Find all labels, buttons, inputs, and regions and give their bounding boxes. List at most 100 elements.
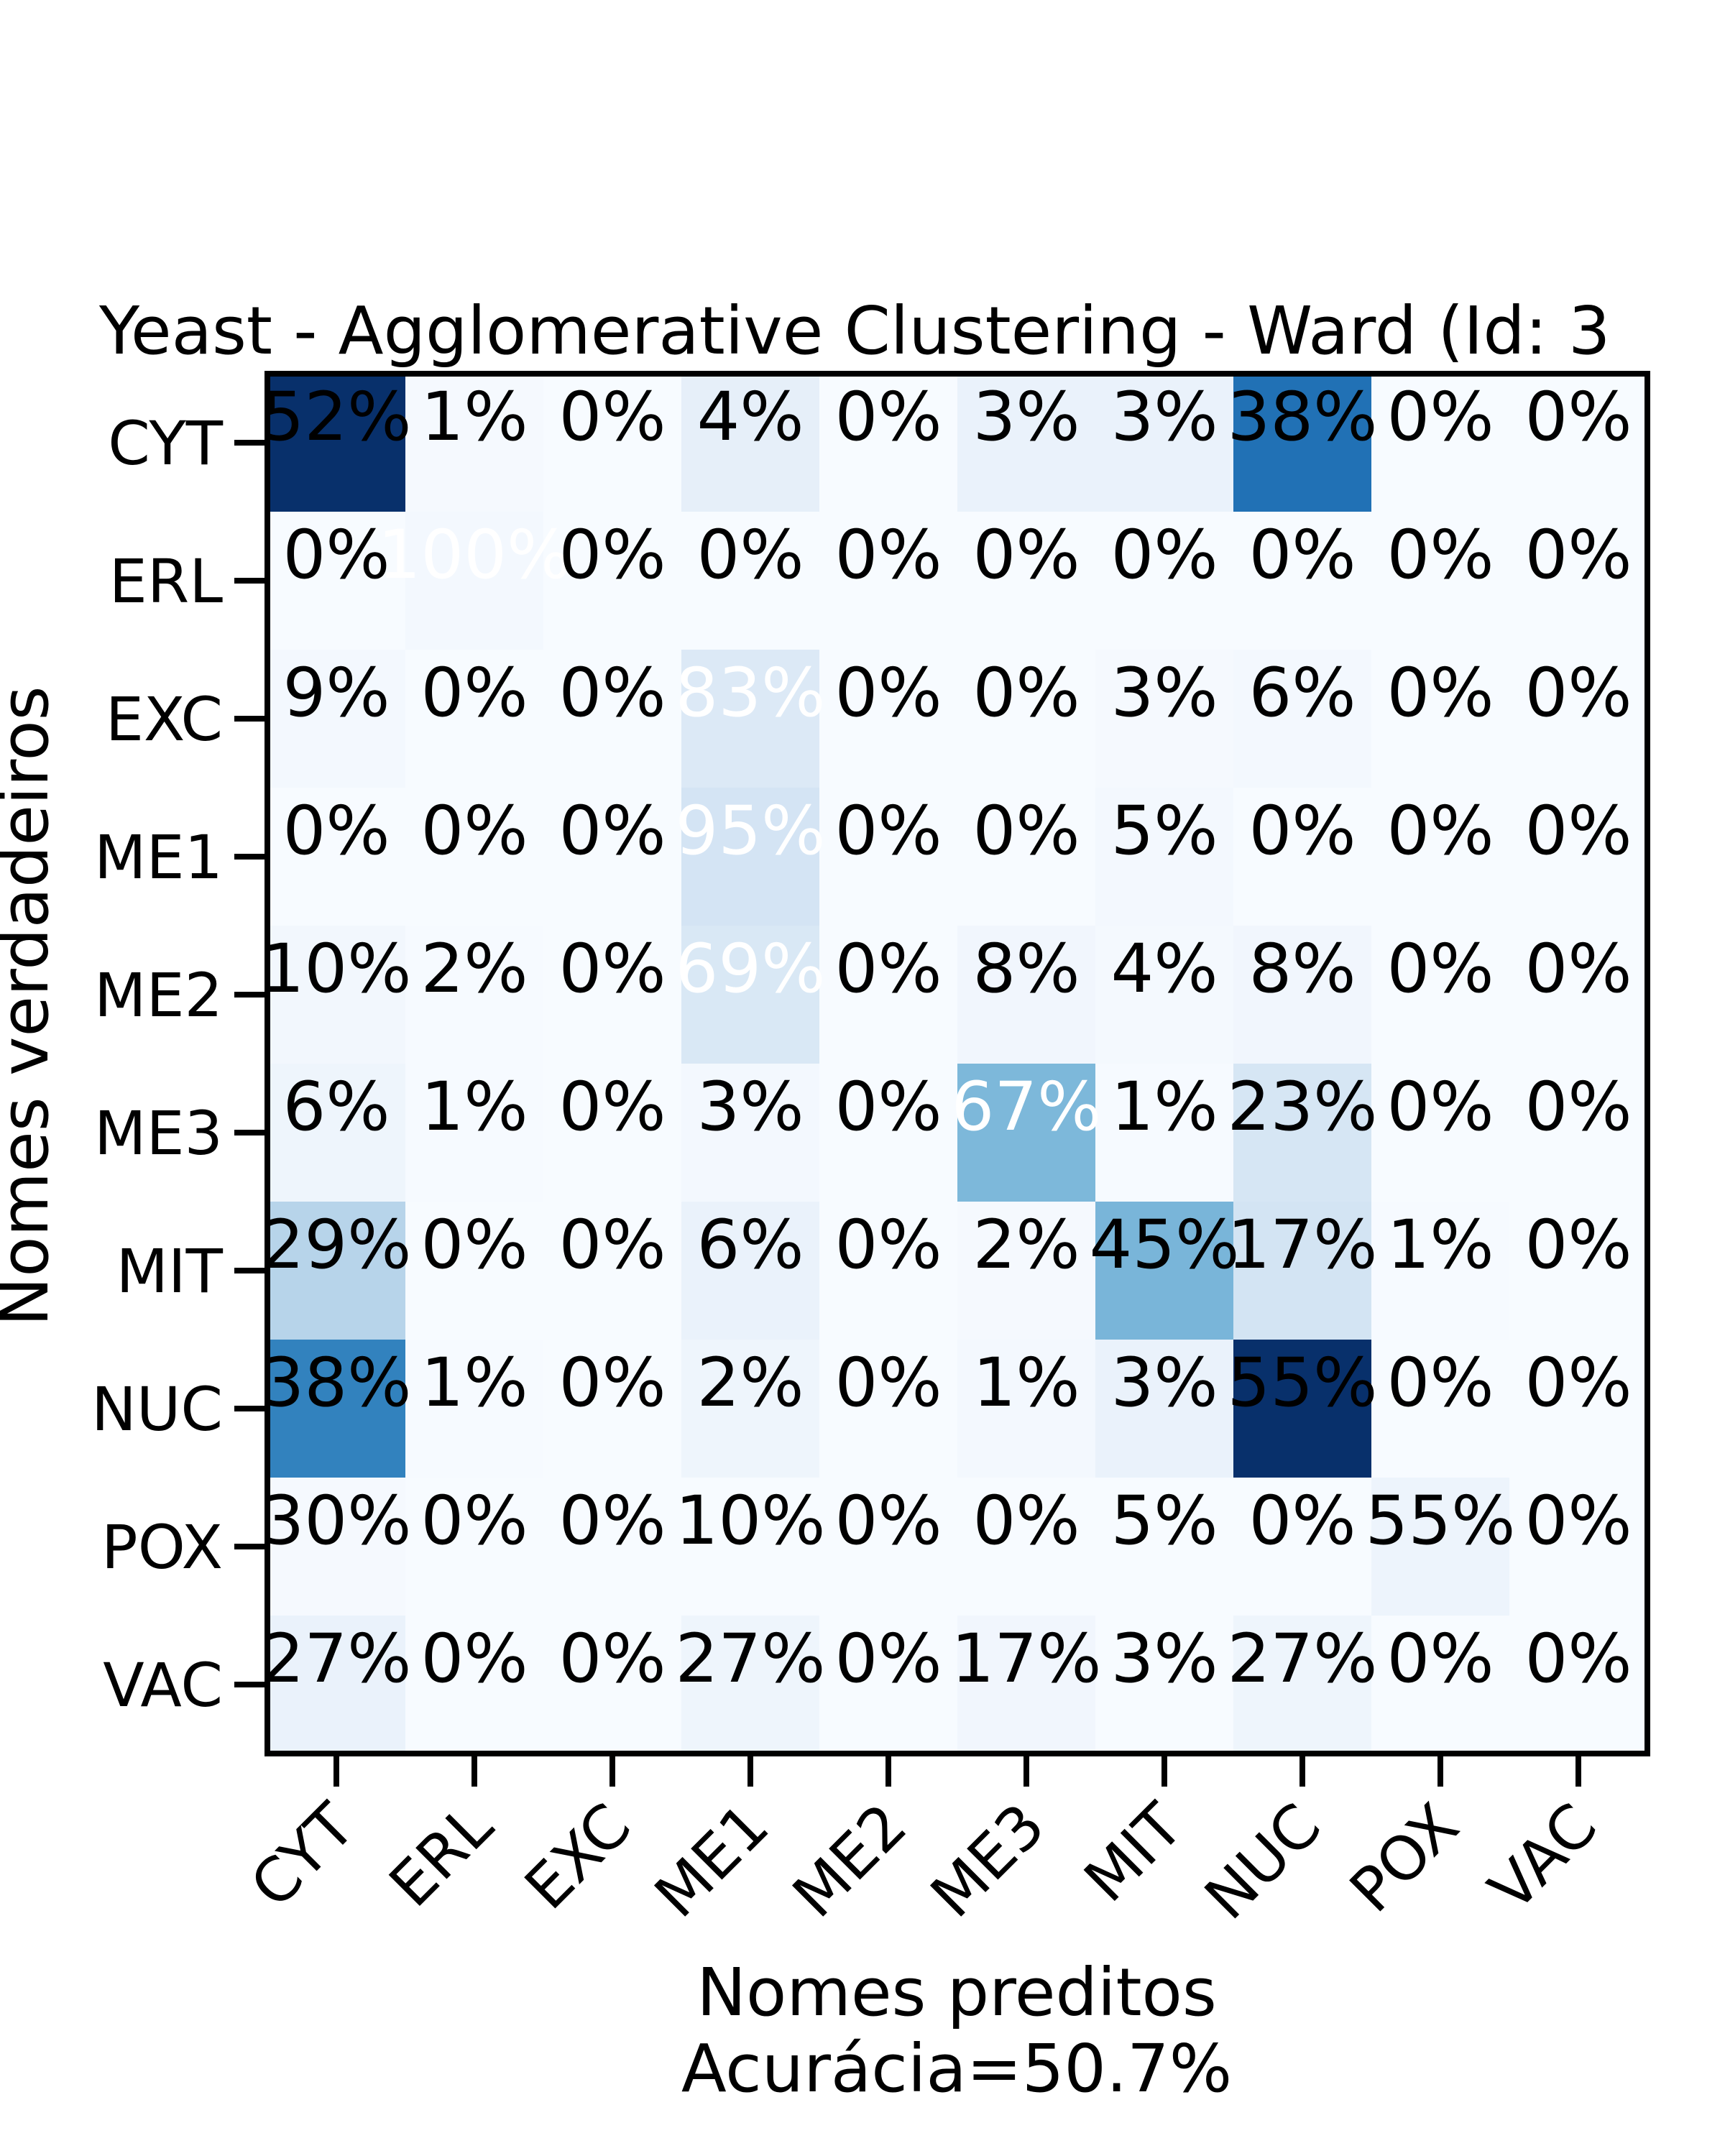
- heatmap-cell: [405, 1340, 544, 1478]
- cell-value-label: 0%: [696, 516, 804, 594]
- heatmap-cell: [267, 1064, 406, 1202]
- heatmap-cell: [405, 650, 544, 788]
- cell-value-label: 0%: [1248, 792, 1356, 870]
- cell-value-label: 0%: [834, 1620, 942, 1698]
- heatmap-cell: [1095, 650, 1234, 788]
- cell-value-label: 1%: [420, 378, 528, 456]
- heatmap-cell: [267, 1340, 406, 1478]
- y-tick-label: ME3: [94, 1098, 223, 1169]
- heatmap-cell: [819, 788, 958, 926]
- heatmap-cell: [1509, 374, 1648, 512]
- heatmap-cell: [405, 1478, 544, 1616]
- heatmap-cells: [267, 374, 1648, 1754]
- cell-value-label: 0%: [558, 516, 666, 594]
- heatmap-cell: [957, 788, 1096, 926]
- heatmap-cell: [543, 1340, 682, 1478]
- heatmap-cell: [543, 1616, 682, 1754]
- cell-value-label: 0%: [1386, 516, 1494, 594]
- cell-value-label: 2%: [696, 1344, 804, 1422]
- x-tick-label: ME2: [779, 1790, 920, 1931]
- heatmap-cell: [1233, 1340, 1372, 1478]
- cell-value-label: 29%: [262, 1206, 412, 1284]
- cell-value-label: 83%: [676, 654, 826, 732]
- cell-value-label: 0%: [972, 516, 1080, 594]
- cell-value-label: 4%: [696, 378, 804, 456]
- heatmap-cell: [957, 650, 1096, 788]
- y-axis-ticks: CYT ERL EXC ME1 ME2 ME3 MIT NUC POX VAC: [91, 408, 267, 1720]
- heatmap-cell: [819, 1616, 958, 1754]
- y-tick-label: POX: [101, 1512, 223, 1583]
- heatmap-cell: [543, 512, 682, 650]
- cell-value-label: 38%: [1228, 378, 1378, 456]
- cell-value-label: 0%: [834, 792, 942, 870]
- heatmap-cell: [267, 1616, 406, 1754]
- cell-value-label: 0%: [558, 1068, 666, 1146]
- heatmap-cell: [1509, 788, 1648, 926]
- cell-value-label: 1%: [420, 1344, 528, 1422]
- heatmap-cell: [819, 1478, 958, 1616]
- cell-value-label: 67%: [952, 1068, 1102, 1146]
- heatmap-cell: [1509, 650, 1648, 788]
- heatmap-cell: [1233, 1064, 1372, 1202]
- cell-value-label: 0%: [1524, 930, 1632, 1008]
- cell-value-label: 3%: [972, 378, 1080, 456]
- cell-value-label: 69%: [676, 930, 826, 1008]
- heatmap-cell: [543, 788, 682, 926]
- cell-value-label: 0%: [558, 378, 666, 456]
- cell-value-label: 1%: [1110, 1068, 1218, 1146]
- heatmap-cell: [543, 926, 682, 1064]
- x-tick-label: ME1: [641, 1790, 782, 1931]
- heatmap-cell: [1509, 1340, 1648, 1478]
- cell-value-label: 0%: [558, 1206, 666, 1284]
- heatmap-cell: [1371, 926, 1510, 1064]
- cell-value-label: 3%: [1110, 378, 1218, 456]
- heatmap-cell: [957, 1202, 1096, 1340]
- x-tick-label: MIT: [1071, 1789, 1197, 1915]
- heatmap-cell: [957, 1064, 1096, 1202]
- cell-value-label: 0%: [1524, 378, 1632, 456]
- cell-value-label: 0%: [834, 1068, 942, 1146]
- cell-value-label: 0%: [972, 792, 1080, 870]
- heatmap-cell: [267, 374, 406, 512]
- cell-value-label: 0%: [558, 1482, 666, 1560]
- heatmap-cell: [681, 788, 820, 926]
- cell-value-label: 0%: [420, 654, 528, 732]
- cell-value-label: 0%: [972, 654, 1080, 732]
- heatmap-cell: [267, 650, 406, 788]
- chart-title: Yeast - Agglomerative Clustering - Ward …: [98, 292, 1611, 369]
- y-tick-label: ME1: [94, 822, 223, 893]
- heatmap-cell: [1371, 1340, 1510, 1478]
- cell-value-label: 0%: [1524, 516, 1632, 594]
- heatmap-cell: [681, 512, 820, 650]
- cell-value-label: 3%: [1110, 654, 1218, 732]
- y-tick-label: NUC: [91, 1374, 223, 1445]
- heatmap-cell: [819, 1340, 958, 1478]
- cell-value-label: 3%: [1110, 1344, 1218, 1422]
- heatmap-cell: [405, 1616, 544, 1754]
- y-tick-label: MIT: [116, 1236, 223, 1307]
- heatmap-cell: [681, 1202, 820, 1340]
- cell-value-label: 0%: [420, 792, 528, 870]
- heatmap-cell: [957, 926, 1096, 1064]
- accuracy-label: Acurácia=50.7%: [681, 2030, 1232, 2107]
- cell-value-label: 23%: [1228, 1068, 1378, 1146]
- y-tick-label: EXC: [106, 684, 223, 755]
- heatmap-cell: [1509, 926, 1648, 1064]
- heatmap-cell: [819, 1202, 958, 1340]
- x-axis-label: Nomes preditos: [696, 1954, 1217, 2031]
- x-tick-label: ME3: [917, 1790, 1058, 1931]
- cell-value-label: 5%: [1110, 792, 1218, 870]
- heatmap-cell: [405, 374, 544, 512]
- cell-value-label: 0%: [1386, 1344, 1494, 1422]
- cell-value-label: 95%: [676, 792, 826, 870]
- cell-value-label: 0%: [420, 1620, 528, 1698]
- cell-value-label: 0%: [834, 930, 942, 1008]
- cell-value-label: 52%: [262, 378, 412, 456]
- heatmap-cell: [1371, 1202, 1510, 1340]
- cell-value-label: 38%: [262, 1344, 412, 1422]
- heatmap-cell: [819, 650, 958, 788]
- cell-value-label: 0%: [834, 654, 942, 732]
- y-tick-label: VAC: [103, 1650, 223, 1720]
- y-tick-label: ME2: [94, 960, 223, 1031]
